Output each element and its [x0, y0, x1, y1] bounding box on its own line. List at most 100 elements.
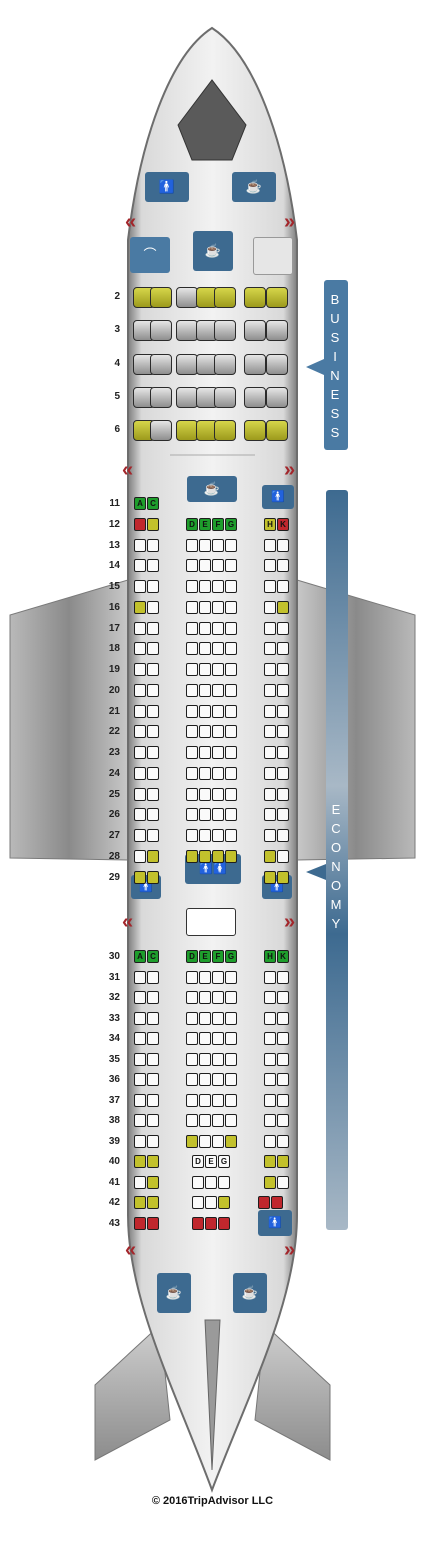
seat-economy[interactable] [264, 538, 276, 552]
seat-economy[interactable] [134, 746, 146, 759]
seat-letter[interactable]: C [150, 952, 156, 961]
seat-economy[interactable] [212, 663, 224, 676]
seat-economy[interactable] [186, 663, 198, 676]
seat-economy[interactable] [212, 746, 224, 759]
seat-letter[interactable]: K [280, 519, 286, 529]
seat-economy[interactable] [277, 1073, 289, 1086]
seat-letter[interactable]: E [202, 952, 208, 961]
seat-economy[interactable] [186, 704, 198, 718]
seat-economy[interactable] [199, 600, 211, 614]
seat-letter[interactable]: F [215, 952, 221, 961]
seat-economy[interactable] [186, 1134, 198, 1148]
seat-economy[interactable] [264, 663, 276, 676]
seat-economy[interactable] [147, 808, 159, 822]
seat-economy[interactable] [277, 849, 289, 863]
seat-economy[interactable] [134, 1011, 146, 1025]
seat-economy[interactable] [205, 1196, 217, 1209]
seat-business[interactable] [150, 387, 172, 408]
seat-economy[interactable] [199, 1052, 211, 1066]
seat-economy[interactable] [277, 1032, 289, 1045]
seat-economy[interactable] [186, 621, 198, 635]
seat-economy[interactable] [212, 683, 224, 697]
seat-economy[interactable] [134, 642, 146, 656]
seat-economy[interactable] [264, 621, 276, 635]
seat-economy[interactable] [212, 725, 224, 739]
seat-economy[interactable] [264, 517, 276, 531]
seat-economy[interactable] [225, 950, 237, 963]
seat-economy[interactable] [225, 991, 237, 1004]
seat-economy[interactable] [147, 766, 159, 780]
seat-economy[interactable] [186, 787, 198, 801]
seat-economy[interactable] [277, 517, 289, 531]
seat-economy[interactable] [199, 1114, 211, 1127]
seat-economy[interactable] [264, 1093, 276, 1107]
seat-business[interactable] [266, 354, 288, 375]
seat-business[interactable] [176, 387, 198, 408]
seat-economy[interactable] [264, 766, 276, 780]
seat-economy[interactable] [147, 1196, 159, 1209]
seat-economy[interactable] [199, 787, 211, 801]
seat-letter[interactable]: H [267, 519, 273, 529]
seat-economy[interactable] [271, 1196, 283, 1209]
seat-business[interactable] [176, 420, 198, 441]
seat-economy[interactable] [186, 580, 198, 593]
seat-economy[interactable] [147, 870, 159, 884]
seat-business[interactable] [214, 387, 236, 408]
seat-economy[interactable] [192, 1196, 204, 1209]
seat-economy[interactable] [134, 870, 146, 884]
seat-business[interactable] [176, 354, 198, 375]
seat-economy[interactable] [218, 1196, 230, 1209]
seat-economy[interactable] [218, 1155, 230, 1168]
seat-economy[interactable] [212, 991, 224, 1004]
seat-economy[interactable] [225, 1052, 237, 1066]
seat-economy[interactable] [192, 1216, 204, 1230]
seat-economy[interactable] [225, 517, 237, 531]
seat-economy[interactable] [205, 1216, 217, 1230]
seat-economy[interactable] [225, 621, 237, 635]
seat-economy[interactable] [212, 621, 224, 635]
seat-economy[interactable] [199, 746, 211, 759]
seat-economy[interactable] [264, 991, 276, 1004]
seat-business[interactable] [244, 354, 266, 375]
seat-economy[interactable] [277, 1134, 289, 1148]
seat-letter[interactable]: G [220, 1157, 228, 1166]
seat-economy[interactable] [277, 991, 289, 1004]
seat-economy[interactable] [264, 1073, 276, 1086]
seat-letter[interactable]: D [189, 952, 195, 961]
seat-economy[interactable] [264, 970, 276, 984]
seat-economy[interactable] [258, 1196, 270, 1209]
seat-economy[interactable] [199, 1093, 211, 1107]
seat-economy[interactable] [264, 1032, 276, 1045]
seat-economy[interactable] [147, 559, 159, 573]
seat-economy[interactable] [147, 1134, 159, 1148]
seat-economy[interactable] [147, 1155, 159, 1168]
seat-economy[interactable] [277, 663, 289, 676]
seat-economy[interactable] [225, 1011, 237, 1025]
seat-economy[interactable] [225, 704, 237, 718]
seat-economy[interactable] [264, 1011, 276, 1025]
seat-economy[interactable] [199, 559, 211, 573]
seat-economy[interactable] [212, 829, 224, 842]
seat-economy[interactable] [199, 766, 211, 780]
seat-economy[interactable] [186, 1011, 198, 1025]
seat-economy[interactable] [277, 683, 289, 697]
seat-economy[interactable] [147, 829, 159, 842]
seat-economy[interactable] [199, 663, 211, 676]
seat-economy[interactable] [225, 538, 237, 552]
seat-economy[interactable] [147, 1052, 159, 1066]
seat-business[interactable] [150, 287, 172, 308]
seat-economy[interactable] [186, 600, 198, 614]
seat-economy[interactable] [199, 642, 211, 656]
seat-economy[interactable] [134, 970, 146, 984]
seat-economy[interactable] [277, 1155, 289, 1168]
seat-economy[interactable] [147, 991, 159, 1004]
seat-economy[interactable] [147, 1216, 159, 1230]
seat-economy[interactable] [134, 663, 146, 676]
seat-economy[interactable] [134, 1134, 146, 1148]
seat-economy[interactable] [212, 970, 224, 984]
seat-economy[interactable] [212, 580, 224, 593]
seat-business[interactable] [150, 354, 172, 375]
seat-economy[interactable] [199, 1011, 211, 1025]
seat-business[interactable] [214, 287, 236, 308]
seat-economy[interactable] [199, 725, 211, 739]
